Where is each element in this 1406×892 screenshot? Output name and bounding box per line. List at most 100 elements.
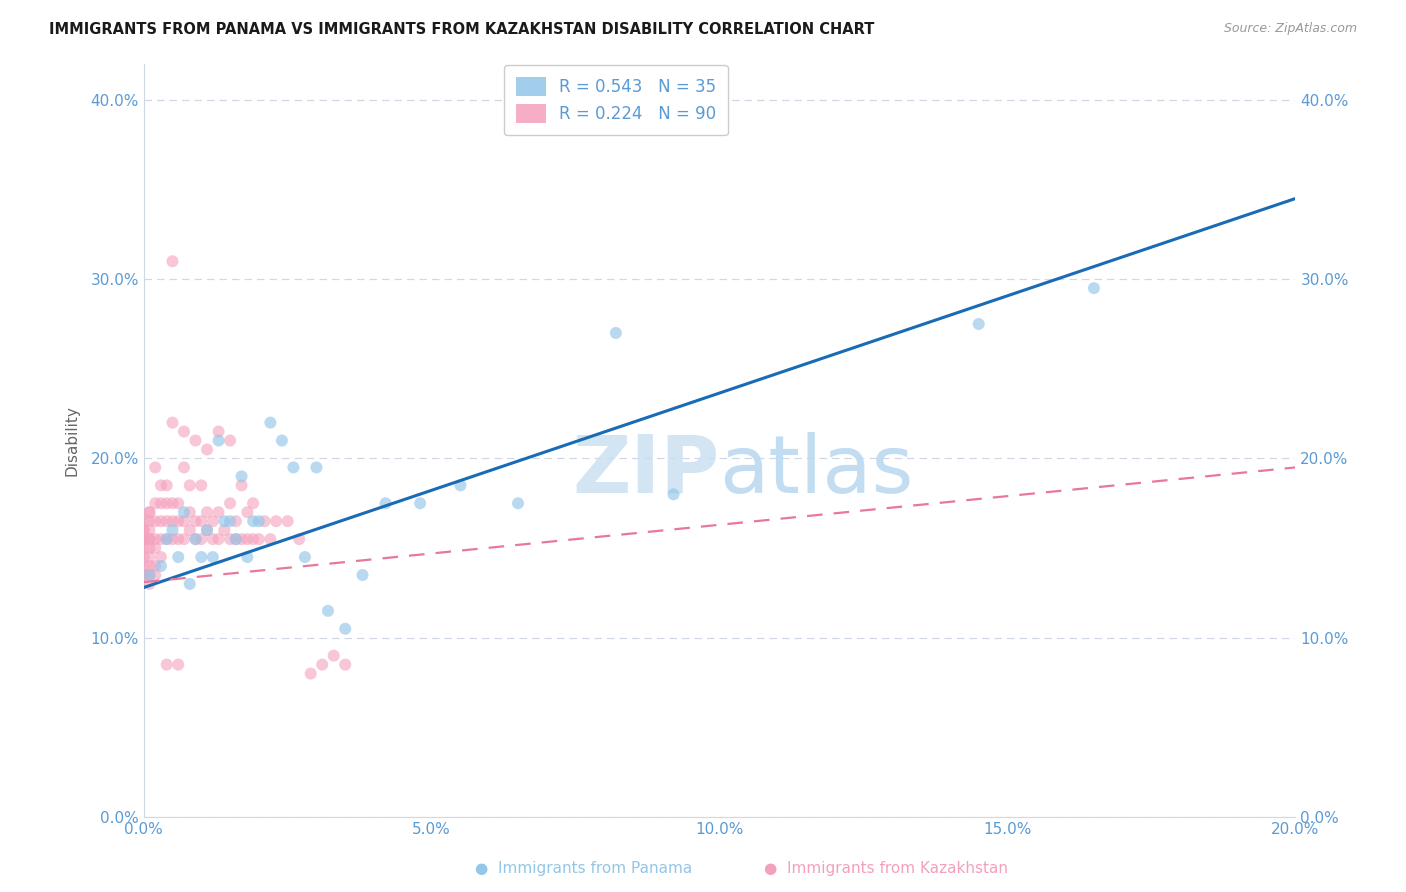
Point [138,559,160,574]
Point [190,550,212,565]
Point [231,469,253,483]
Point [138,523,160,537]
Point [132,532,155,546]
Point [138,505,160,519]
Point [247,532,270,546]
Text: IMMIGRANTS FROM PANAMA VS IMMIGRANTS FROM KAZAKHSTAN DISABILITY CORRELATION CHAR: IMMIGRANTS FROM PANAMA VS IMMIGRANTS FRO… [49,22,875,37]
Point [156,514,179,528]
Point [167,514,190,528]
Point [138,514,160,528]
Point [143,568,166,582]
Point [143,532,166,546]
Point [201,550,224,565]
Point [149,478,172,492]
Point [449,478,471,492]
Text: Source: ZipAtlas.com: Source: ZipAtlas.com [1223,22,1357,36]
Point [236,505,259,519]
Point [299,666,322,681]
Point [138,532,160,546]
Point [167,496,190,510]
Point [138,568,160,582]
Point [662,487,685,501]
Point [225,532,247,546]
Point [195,523,218,537]
Point [184,532,207,546]
Point [162,496,184,510]
Point [167,550,190,565]
Point [132,532,155,546]
Point [149,496,172,510]
Point [247,514,270,528]
Point [179,478,201,492]
Point [138,568,160,582]
Point [214,523,236,537]
Point [132,550,155,565]
Point [288,532,311,546]
Point [201,514,224,528]
Point [143,559,166,574]
Point [156,496,179,510]
Text: atlas: atlas [720,432,914,509]
Text: ●  Immigrants from Panama: ● Immigrants from Panama [475,861,692,876]
Point [132,559,155,574]
Point [352,568,374,582]
Point [270,434,292,448]
Point [231,532,253,546]
Point [173,532,195,546]
Point [179,577,201,591]
Legend: R = 0.543   N = 35, R = 0.224   N = 90: R = 0.543 N = 35, R = 0.224 N = 90 [503,65,728,135]
Point [162,523,184,537]
Point [179,523,201,537]
Point [335,622,357,636]
Point [316,604,339,618]
Point [167,657,190,672]
Point [207,532,229,546]
Y-axis label: Disability: Disability [65,405,79,476]
Point [195,523,218,537]
Point [138,541,160,555]
Point [173,514,195,528]
Point [322,648,344,663]
Point [225,514,247,528]
Point [242,514,264,528]
Point [162,514,184,528]
Point [195,442,218,457]
Point [259,416,281,430]
Point [132,514,155,528]
Point [506,496,529,510]
Point [138,550,160,565]
Point [162,254,184,268]
Point [173,425,195,439]
Point [335,657,357,672]
Point [190,514,212,528]
Point [236,532,259,546]
Point [605,326,627,340]
Point [259,532,281,546]
Point [184,532,207,546]
Point [138,505,160,519]
Point [143,514,166,528]
Point [132,523,155,537]
Point [149,532,172,546]
Point [173,505,195,519]
Point [311,657,333,672]
Point [207,434,229,448]
Point [207,425,229,439]
Point [242,532,264,546]
Point [219,496,242,510]
Point [253,514,276,528]
Point [294,550,316,565]
Point [179,505,201,519]
Text: ●  Immigrants from Kazakhstan: ● Immigrants from Kazakhstan [763,861,1008,876]
Point [201,532,224,546]
Point [184,514,207,528]
Point [207,505,229,519]
Point [149,559,172,574]
Point [138,532,160,546]
Point [149,550,172,565]
Point [132,541,155,555]
Point [156,478,179,492]
Point [143,541,166,555]
Point [1083,281,1105,295]
Point [138,577,160,591]
